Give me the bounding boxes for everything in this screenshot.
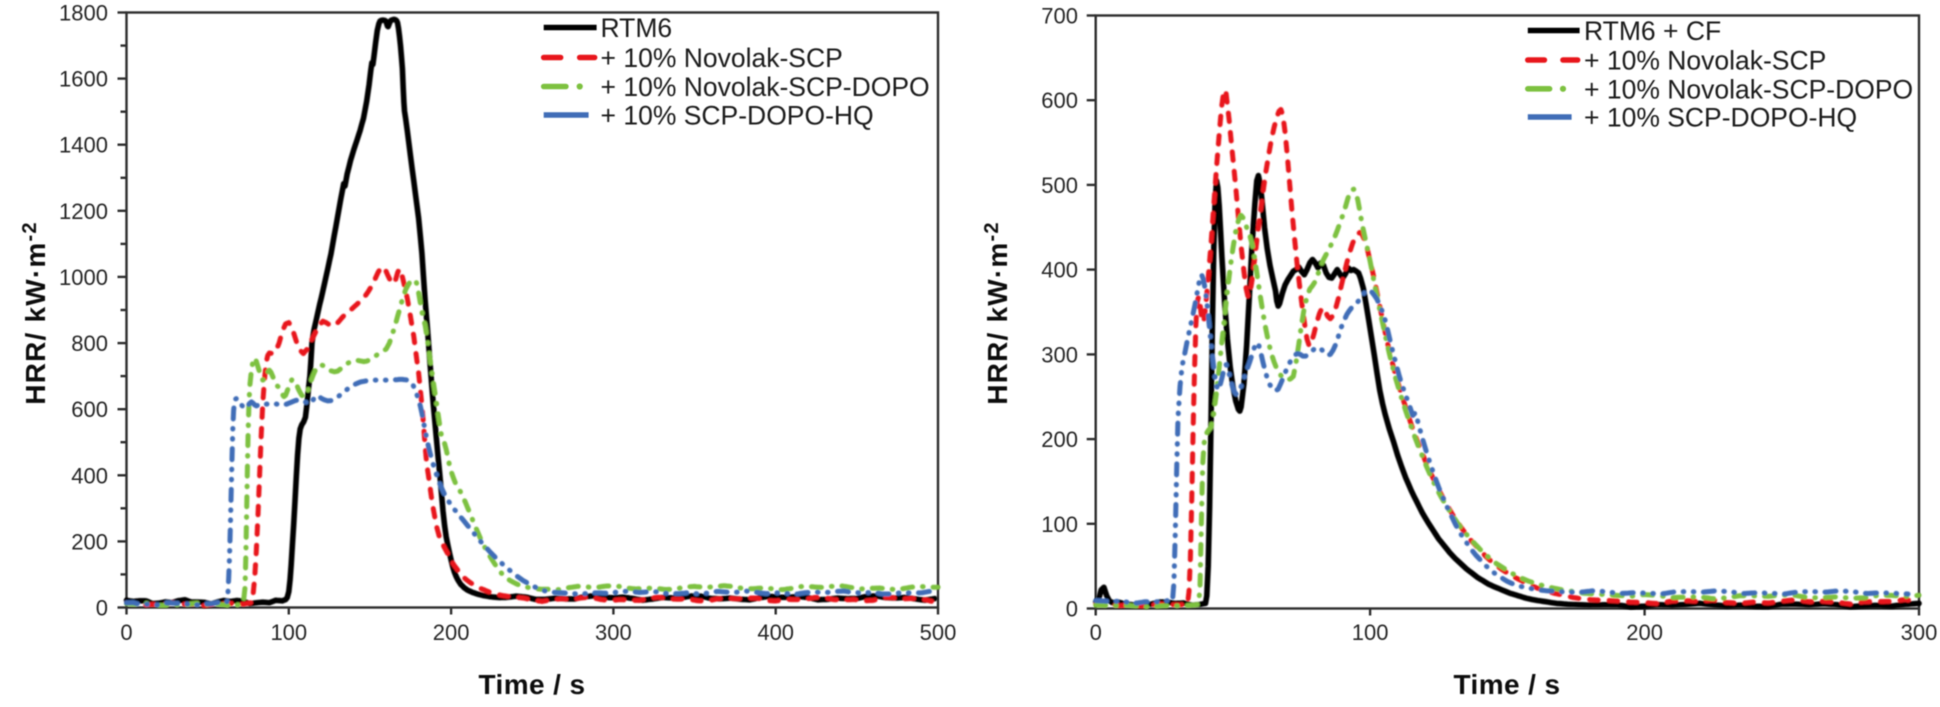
svg-text:0: 0 [1090,620,1102,645]
svg-text:600: 600 [71,397,108,422]
svg-text:RTM6 + CF: RTM6 + CF [1584,16,1721,46]
svg-text:1800: 1800 [59,1,108,26]
svg-text:200: 200 [433,620,470,645]
svg-text:0: 0 [120,620,132,645]
svg-text:1000: 1000 [59,265,108,290]
svg-text:+ 10% Novolak-SCP-DOPO: + 10% Novolak-SCP-DOPO [1584,74,1913,104]
svg-text:HRR/ kW·m-2: HRR/ kW·m-2 [981,221,1013,404]
svg-text:1400: 1400 [59,133,108,158]
svg-text:400: 400 [757,620,794,645]
svg-text:200: 200 [1626,620,1663,645]
svg-text:300: 300 [1041,342,1078,367]
svg-text:0: 0 [1066,597,1078,622]
svg-text:+ 10% Novolak-SCP: + 10% Novolak-SCP [1584,46,1826,76]
svg-text:800: 800 [71,331,108,356]
svg-text:+ 10% SCP-DOPO-HQ: + 10% SCP-DOPO-HQ [601,101,874,131]
svg-text:500: 500 [1041,173,1078,198]
svg-text:600: 600 [1041,88,1078,113]
svg-text:500: 500 [920,620,957,645]
svg-text:0: 0 [96,596,108,621]
svg-text:300: 300 [595,620,632,645]
svg-text:200: 200 [1041,427,1078,452]
svg-text:100: 100 [1041,512,1078,537]
svg-text:100: 100 [270,620,307,645]
svg-text:100: 100 [1352,620,1389,645]
svg-text:+ 10% Novolak-SCP-DOPO: + 10% Novolak-SCP-DOPO [601,72,930,102]
svg-text:400: 400 [1041,258,1078,283]
svg-text:HRR/ kW·m-2: HRR/ kW·m-2 [19,221,51,404]
svg-text:400: 400 [71,463,108,488]
svg-text:1200: 1200 [59,199,108,224]
svg-text:+ 10% Novolak-SCP: + 10% Novolak-SCP [601,43,843,73]
svg-text:700: 700 [1041,4,1078,29]
svg-text:200: 200 [71,529,108,554]
svg-text:+ 10% SCP-DOPO-HQ: + 10% SCP-DOPO-HQ [1584,103,1857,133]
svg-text:Time / s: Time / s [479,669,586,700]
svg-text:Time / s: Time / s [1454,669,1561,700]
svg-text:1600: 1600 [59,67,108,92]
svg-text:RTM6: RTM6 [601,13,673,43]
svg-text:300: 300 [1901,620,1938,645]
